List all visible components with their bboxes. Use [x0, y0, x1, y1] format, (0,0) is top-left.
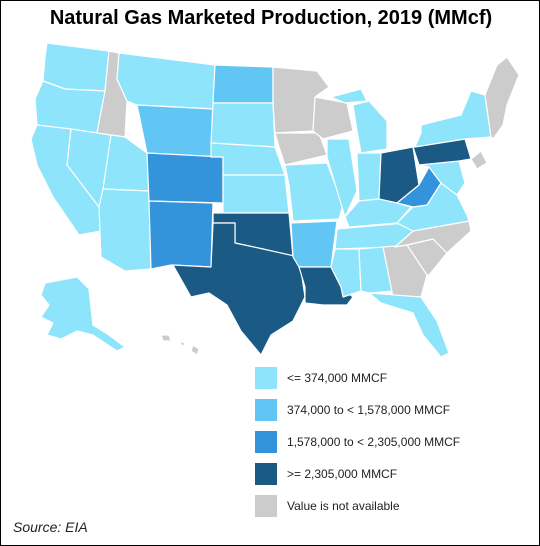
legend-label: 1,578,000 to < 2,305,000 MMCF — [287, 435, 461, 449]
legend-item: >= 2,305,000 MMCF — [255, 463, 535, 485]
legend-item: <= 374,000 MMCF — [255, 367, 535, 389]
state-fl — [368, 292, 450, 358]
legend-swatch — [255, 431, 277, 453]
state-ak — [40, 276, 126, 352]
legend-label: 374,000 to < 1,578,000 MMCF — [287, 403, 451, 417]
legend-item: 1,578,000 to < 2,305,000 MMCF — [255, 431, 535, 453]
state-ia — [274, 132, 328, 166]
state-mt — [116, 52, 216, 110]
legend-swatch — [255, 399, 277, 421]
legend-item: Value is not available — [255, 495, 535, 517]
state-ny — [414, 90, 492, 148]
legend-label: >= 2,305,000 MMCF — [287, 467, 398, 481]
state-hi — [160, 334, 200, 356]
state-al — [358, 246, 394, 294]
legend-swatch — [255, 367, 277, 389]
legend-swatch — [255, 495, 277, 517]
state-tx — [172, 222, 306, 356]
state-ks — [222, 174, 290, 214]
legend-swatch — [255, 463, 277, 485]
state-co — [146, 152, 224, 204]
state-az — [98, 188, 152, 272]
map-title: Natural Gas Marketed Production, 2019 (M… — [49, 7, 493, 29]
source-note: Source: EIA — [13, 519, 88, 535]
legend-item: 374,000 to < 1,578,000 MMCF — [255, 399, 535, 421]
state-il — [326, 138, 358, 218]
state-ut — [102, 134, 150, 192]
state-nd — [212, 64, 274, 104]
state-ar — [290, 220, 338, 268]
state-wa — [42, 42, 110, 92]
legend-label: Value is not available — [287, 499, 400, 513]
state-mi — [330, 88, 388, 154]
state-new-england — [470, 56, 520, 170]
state-sd — [210, 102, 276, 148]
state-mo — [284, 162, 344, 222]
state-nm — [148, 200, 214, 270]
us-map — [30, 42, 520, 358]
state-in — [356, 152, 382, 202]
legend-label: <= 374,000 MMCF — [287, 371, 388, 385]
state-wy — [136, 104, 214, 158]
